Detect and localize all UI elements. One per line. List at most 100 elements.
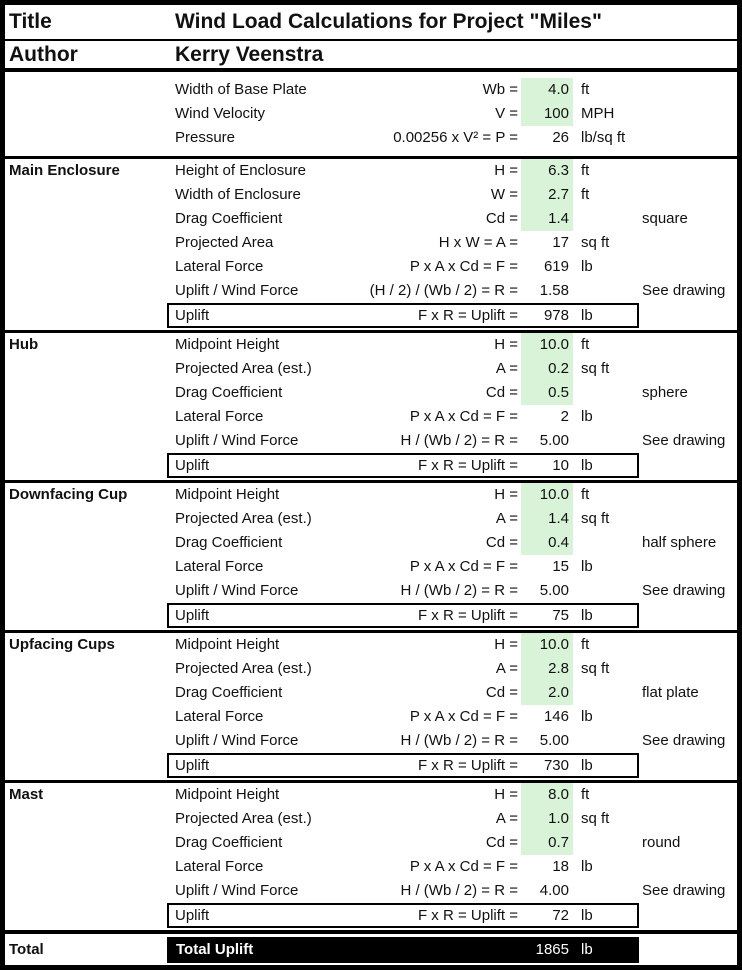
unit-label: ft <box>581 186 590 203</box>
row-formula: P x A x Cd = F = <box>409 258 518 275</box>
unit-label: sq ft <box>581 660 610 677</box>
section-label: Downfacing Cup <box>9 486 128 503</box>
table-row: Lateral Force P x A x Cd = F = 619 lb <box>5 255 737 279</box>
input-cell[interactable]: 2.0 <box>521 681 573 705</box>
shape-note: sphere <box>642 384 688 401</box>
row-formula: H = <box>494 486 518 503</box>
row-formula: A = <box>495 660 518 677</box>
unit-label: ft <box>581 81 590 98</box>
unit-label: sq ft <box>581 360 610 377</box>
input-cell[interactable]: 2.7 <box>521 183 573 207</box>
row-label: Lateral Force <box>175 558 264 575</box>
section-total: Total Total Uplift 1865 lb <box>5 934 737 964</box>
input-cell[interactable]: 1.4 <box>521 507 573 531</box>
input-cell[interactable]: 10.0 <box>521 633 573 657</box>
input-cell[interactable]: 1.0 <box>521 807 573 831</box>
row-label: Uplift <box>175 757 210 774</box>
unit-label: lb <box>581 307 593 324</box>
input-cell[interactable]: 10.0 <box>521 333 573 357</box>
table-row: Lateral Force P x A x Cd = F = 2 lb <box>5 405 737 429</box>
input-cell[interactable]: 100 <box>521 102 573 126</box>
table-row: Uplift / Wind Force H / (Wb / 2) = R = 5… <box>5 429 737 453</box>
unit-label: ft <box>581 162 590 179</box>
input-cell[interactable]: 10.0 <box>521 483 573 507</box>
row-label: Drag Coefficient <box>175 384 283 401</box>
row-formula: 0.00256 x V² = P = <box>393 129 518 146</box>
row-formula: Wb = <box>482 81 518 98</box>
section-downfacing-cup: Downfacing Cup Midpoint Height H = 10.0 … <box>5 483 737 633</box>
table-row: Pressure 0.00256 x V² = P = 26 lb/sq ft <box>5 126 737 150</box>
total-unit: lb <box>581 941 593 958</box>
see-drawing-note: See drawing <box>642 282 726 299</box>
value-cell: 2 <box>560 408 569 425</box>
row-label: Projected Area (est.) <box>175 810 312 827</box>
value-cell: 619 <box>543 258 569 275</box>
row-label: Lateral Force <box>175 858 264 875</box>
row-label: Pressure <box>175 129 236 146</box>
row-formula: A = <box>495 510 518 527</box>
row-formula: H x W = A = <box>438 234 518 251</box>
see-drawing-note: See drawing <box>642 582 726 599</box>
table-row: Lateral Force P x A x Cd = F = 15 lb <box>5 555 737 579</box>
row-label: Wind Velocity <box>175 105 266 122</box>
row-label: Lateral Force <box>175 408 264 425</box>
input-cell[interactable]: 0.2 <box>521 357 573 381</box>
row-formula: P x A x Cd = F = <box>409 858 518 875</box>
section-mast: Mast Midpoint Height H = 8.0 ft Projecte… <box>5 783 737 934</box>
row-formula: A = <box>495 810 518 827</box>
unit-label: ft <box>581 636 590 653</box>
value-cell: 5.00 <box>539 732 569 749</box>
row-label: Drag Coefficient <box>175 684 283 701</box>
row-label: Lateral Force <box>175 258 264 275</box>
uplift-box <box>167 303 639 328</box>
uplift-box <box>167 903 639 928</box>
row-label: Width of Base Plate <box>175 81 307 98</box>
unit-label: ft <box>581 786 590 803</box>
input-cell[interactable]: 2.8 <box>521 657 573 681</box>
unit-label: lb <box>581 757 593 774</box>
value-cell: 5.00 <box>539 432 569 449</box>
unit-label: sq ft <box>581 234 610 251</box>
table-row: Projected Area H x W = A = 17 sq ft <box>5 231 737 255</box>
page-title: Wind Load Calculations for Project "Mile… <box>175 10 602 33</box>
table-row: Lateral Force P x A x Cd = F = 146 lb <box>5 705 737 729</box>
table-row: Midpoint Height H = 10.0 ft <box>5 483 737 507</box>
input-cell[interactable]: 8.0 <box>521 783 573 807</box>
row-formula: Cd = <box>485 384 518 401</box>
row-label: Drag Coefficient <box>175 210 283 227</box>
unit-label: lb <box>581 907 593 924</box>
table-row: Midpoint Height H = 10.0 ft <box>5 633 737 657</box>
input-cell[interactable]: 1.4 <box>521 207 573 231</box>
row-label: Lateral Force <box>175 708 264 725</box>
see-drawing-note: See drawing <box>642 432 726 449</box>
input-cell[interactable]: 0.5 <box>521 381 573 405</box>
row-formula: Cd = <box>485 684 518 701</box>
title-row: Title Wind Load Calculations for Project… <box>5 5 737 41</box>
row-formula: V = <box>495 105 518 122</box>
input-cell[interactable]: 0.7 <box>521 831 573 855</box>
shape-note: flat plate <box>642 684 699 701</box>
unit-label: lb/sq ft <box>581 129 626 146</box>
table-row: Drag Coefficient Cd = 0.5 sphere <box>5 381 737 405</box>
shape-note: round <box>642 834 681 851</box>
total-uplift-bar: Total Uplift 1865 lb <box>167 937 639 963</box>
value-cell: 15 <box>552 558 569 575</box>
row-formula: F x R = Uplift = <box>417 757 518 774</box>
input-cell[interactable]: 0.4 <box>521 531 573 555</box>
unit-label: lb <box>581 607 593 624</box>
input-cell[interactable]: 4.0 <box>521 78 573 102</box>
uplift-row: Uplift F x R = Uplift = 10 lb <box>5 453 737 478</box>
row-formula: Cd = <box>485 834 518 851</box>
row-formula: H / (Wb / 2) = R = <box>400 882 518 899</box>
total-value: 1865 <box>535 941 569 958</box>
table-row: Midpoint Height H = 10.0 ft <box>5 333 737 357</box>
row-formula: A = <box>495 360 518 377</box>
row-label: Uplift / Wind Force <box>175 432 299 449</box>
row-formula: P x A x Cd = F = <box>409 558 518 575</box>
value-cell: 978 <box>543 307 569 324</box>
input-cell[interactable]: 6.3 <box>521 159 573 183</box>
shape-note: half sphere <box>642 534 717 551</box>
total-bar-label: Total Uplift <box>176 941 254 958</box>
row-label: Uplift / Wind Force <box>175 282 299 299</box>
